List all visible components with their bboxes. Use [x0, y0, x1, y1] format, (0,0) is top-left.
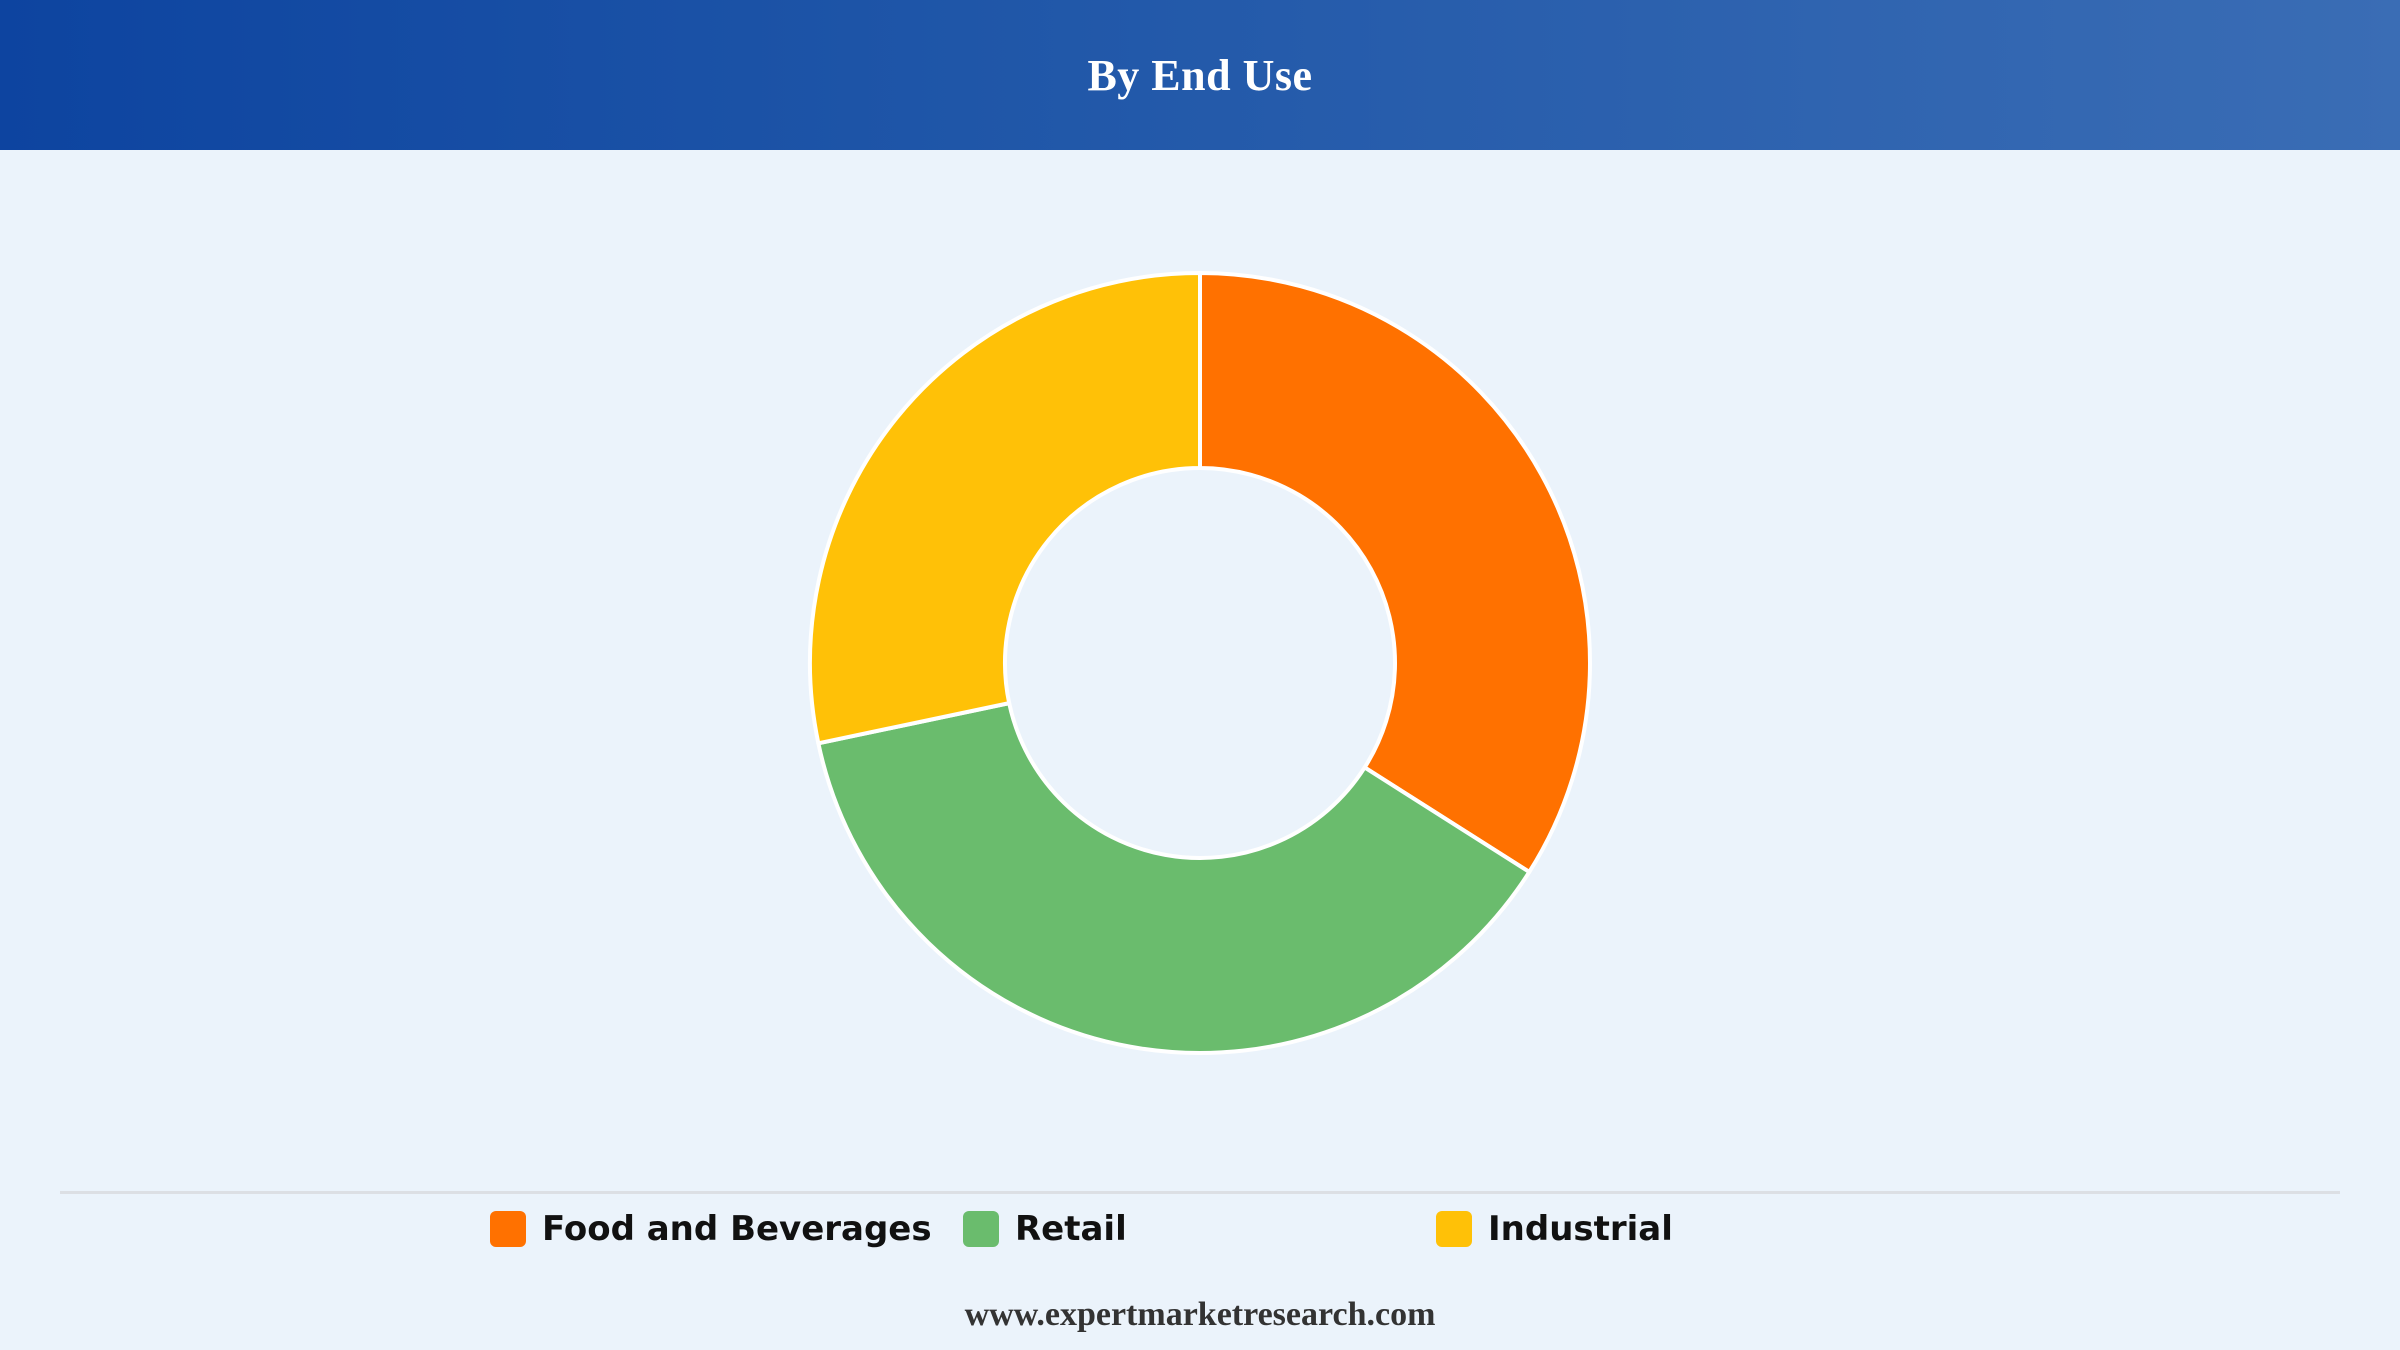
slice-industrial[interactable]	[808, 271, 1202, 746]
legend-divider	[60, 1191, 2340, 1194]
legend-swatch-industrial	[1436, 1211, 1472, 1247]
legend-label-food-and-beverages: Food and Beverages	[542, 1209, 932, 1249]
slice-food-and-beverages[interactable]	[1198, 271, 1592, 874]
legend-label-industrial: Industrial	[1488, 1209, 1673, 1249]
legend-item-industrial[interactable]: Industrial	[1436, 1207, 1673, 1251]
chart-title: By End Use	[1087, 50, 1313, 100]
legend-label-retail: Retail	[1015, 1209, 1127, 1249]
legend: Food and Beverages Retail Industrial	[0, 1207, 2400, 1251]
legend-swatch-food-and-beverages	[490, 1211, 526, 1247]
legend-item-food-and-beverages[interactable]: Food and Beverages	[490, 1207, 932, 1251]
legend-item-retail[interactable]: Retail	[963, 1207, 1127, 1251]
donut-slices	[808, 271, 1592, 1055]
chart-area	[0, 150, 2400, 1190]
slice-retail[interactable]	[816, 701, 1532, 1055]
legend-swatch-retail	[963, 1211, 999, 1247]
source-url: www.expertmarketresearch.com	[964, 1296, 1436, 1333]
title-banner: By End Use	[0, 0, 2400, 150]
donut-chart	[808, 271, 1592, 1055]
